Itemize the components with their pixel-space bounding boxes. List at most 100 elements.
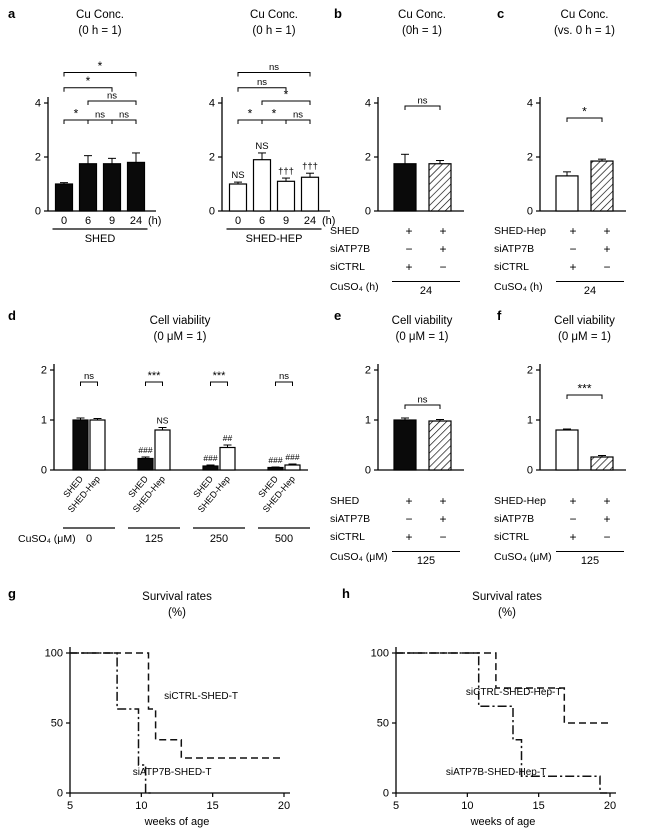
group-value: 0 [86,533,92,545]
chart-b-svg: 0 2 4 ns [365,96,464,218]
y-tick-label: 4 [35,98,41,110]
condition-footer-value: 24 [392,281,460,297]
y-tick-label: 0 [527,206,533,218]
panel-label-d: d [8,308,16,323]
survival-chart-shedhep: 0 50 100 5 10 15 20 weeks of age siCTRL-SHED-Hep… [340,628,660,840]
chart-title-h: Survival rates (%) [432,590,582,621]
y-tick-label: 0 [365,206,371,218]
chart-e-svg: 0 1 2 ns [365,364,464,477]
condition-row-label: siATP7B [494,243,535,255]
condition-row-label: SHED [330,225,360,237]
x-tick-label: 24 [304,215,316,227]
condition-value: + [569,260,577,274]
stat-bracket [80,381,98,386]
panel-label-b: b [334,6,342,21]
stat-bracket [87,119,113,124]
stat-label: ns [84,371,94,382]
significance-annotation: ### [268,455,282,465]
chart-title-d: Cell viability (0 μM = 1) [105,314,255,345]
condition-value: + [405,530,413,544]
condition-value: + [405,260,413,274]
condition-value: − [439,530,447,544]
significance-annotation: ### [285,452,299,462]
chart-title-line2: (vs. 0 h = 1) [553,24,616,37]
condition-row-label: siATP7B [330,243,371,255]
chart-title-line2: (0 h = 1) [78,24,122,37]
condition-row-label: siATP7B [494,513,535,525]
condition-value: + [439,512,447,526]
bar [154,429,171,471]
chart-title-e: Cell viability (0 μM = 1) [352,314,492,345]
chart-title-line1: Cell viability [149,315,211,327]
significance-annotation: ### [138,445,152,455]
chart-title-line2: (0 μM = 1) [558,330,611,343]
chart-title-line1: Cu Conc. [250,9,298,21]
bar [590,456,614,471]
x-tick-label: 6 [259,215,265,227]
x-tick-label: 0 [235,215,241,227]
condition-row: SHED + + [330,222,466,240]
y-tick-label: 0 [209,206,215,218]
significance-annotation: ## [223,433,233,443]
condition-row: SHED-Hep + + [494,222,630,240]
chart-title-g: Survival rates (%) [102,590,252,621]
bar [555,429,579,471]
condition-value: − [603,260,611,274]
bar [78,163,98,212]
y-tick-label: 50 [377,718,389,730]
condition-row: SHED + + [330,492,466,510]
condition-value: + [569,530,577,544]
condition-row: siATP7B − + [330,510,466,528]
condition-footer: CuSO₄ (μM) 125 [494,551,630,567]
chart-title-f: Cell viability (0 μM = 1) [514,314,655,345]
survival-chart-shed: 0 50 100 5 10 15 20 weeks of age siCTRL-SHED-T si… [14,628,340,840]
stat-bracket [566,117,603,122]
condition-row: siATP7B − + [494,240,630,258]
y-tick-label: 2 [365,365,371,377]
panel-label-c: c [497,6,505,21]
stat-bracket [63,87,113,92]
x-tick-label: 9 [109,215,115,227]
x-tick-label: 20 [604,800,616,812]
stat-label: *** [213,370,227,382]
x-tick-label: 10 [461,800,473,812]
bar [276,180,296,212]
stat-label: ns [119,110,129,121]
condition-row-label: SHED-Hep [494,225,546,237]
condition-footer-label: CuSO₄ (μM) [330,551,388,563]
bar [137,457,154,471]
significance-annotation: ### [203,453,217,463]
stat-label: ns [417,395,427,406]
condition-footer-value: 24 [556,281,624,297]
stat-label: * [284,88,289,102]
y-tick-label: 1 [527,415,533,427]
chart-title-line1: Cell viability [554,315,615,327]
x-tick-label: 5 [393,800,399,812]
x-tick-label: 15 [207,800,219,812]
bar [126,161,146,212]
condition-value: + [603,224,611,238]
y-tick-label: 2 [41,365,47,377]
stat-bracket [145,381,163,386]
survival-curve [70,652,284,759]
y-tick-label: 0 [383,788,389,800]
stat-bracket [237,72,311,77]
condition-table-b: SHED + + siATP7B − + siCTRL + − CuSO₄ (h) 24 [330,222,466,297]
significance-annotation: ††† [278,166,294,177]
stat-label: ns [417,96,427,107]
stat-bracket [261,100,311,105]
stat-bracket [63,119,89,124]
y-tick-label: 0 [35,206,41,218]
panel-label-a: a [8,6,16,21]
condition-row-label: SHED [330,495,360,507]
x-unit-label: (h) [148,215,161,227]
stat-label: ns [269,62,279,73]
chart-c-svg: 0 2 4 * [527,97,626,218]
y-tick-label: 2 [527,152,533,164]
y-tick-label: 0 [57,788,63,800]
y-tick-label: 1 [365,415,371,427]
bar-chart-f: 0 1 2 *** [510,350,660,490]
bar-chart-shedhep-cu: 0 2 4 0 6 9 24 (h) SHED-HEP NS NS ††† ††† * * ns * ns ns [188,46,356,291]
stat-bracket [237,119,263,124]
condition-value: − [405,512,413,526]
